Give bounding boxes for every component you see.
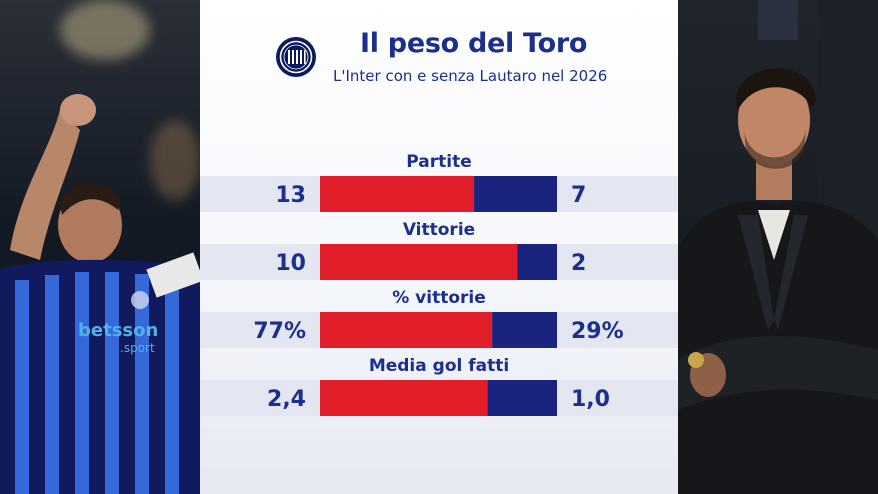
value-label-right: 7	[571, 183, 586, 208]
value-label-left: 13	[275, 183, 306, 208]
value-label-right: 29%	[571, 319, 624, 344]
bar-without	[492, 312, 557, 348]
bar-without	[517, 244, 557, 280]
bar-without	[487, 380, 557, 416]
infographic-panel: Il peso del Toro L'Inter con e senza Lau…	[200, 0, 678, 494]
bar-with	[320, 176, 475, 212]
photo-left-player-celebrating: betsson .sport	[0, 0, 200, 494]
category-label: Vittorie	[403, 220, 475, 240]
diverging-bar-chart: Partite 13 7 Vittorie 10 2 % vittorie 77% 29% Med…	[200, 152, 678, 416]
value-label-left: 2,4	[267, 387, 306, 412]
category-label: Media gol fatti	[369, 356, 509, 376]
chart-subtitle: L'Inter con e senza Lautaro nel 2026	[333, 67, 608, 85]
value-label-right: 2	[571, 251, 586, 276]
value-label-left: 77%	[253, 319, 306, 344]
inter-logo-icon	[276, 37, 316, 77]
value-label-right: 1,0	[571, 387, 610, 412]
header: Il peso del Toro L'Inter con e senza Lau…	[200, 0, 678, 100]
bar-with	[320, 312, 493, 348]
bar-with	[320, 380, 488, 416]
sponsor-text: betsson	[78, 320, 158, 341]
chart-title: Il peso del Toro	[360, 28, 588, 59]
photo-right-player-standing	[678, 0, 878, 494]
bar-with	[320, 244, 518, 280]
value-label-left: 10	[275, 251, 306, 276]
bar-without	[474, 176, 557, 212]
sponsor-subtext: .sport	[120, 341, 155, 355]
category-label: Partite	[406, 152, 471, 172]
category-label: % vittorie	[392, 288, 486, 308]
